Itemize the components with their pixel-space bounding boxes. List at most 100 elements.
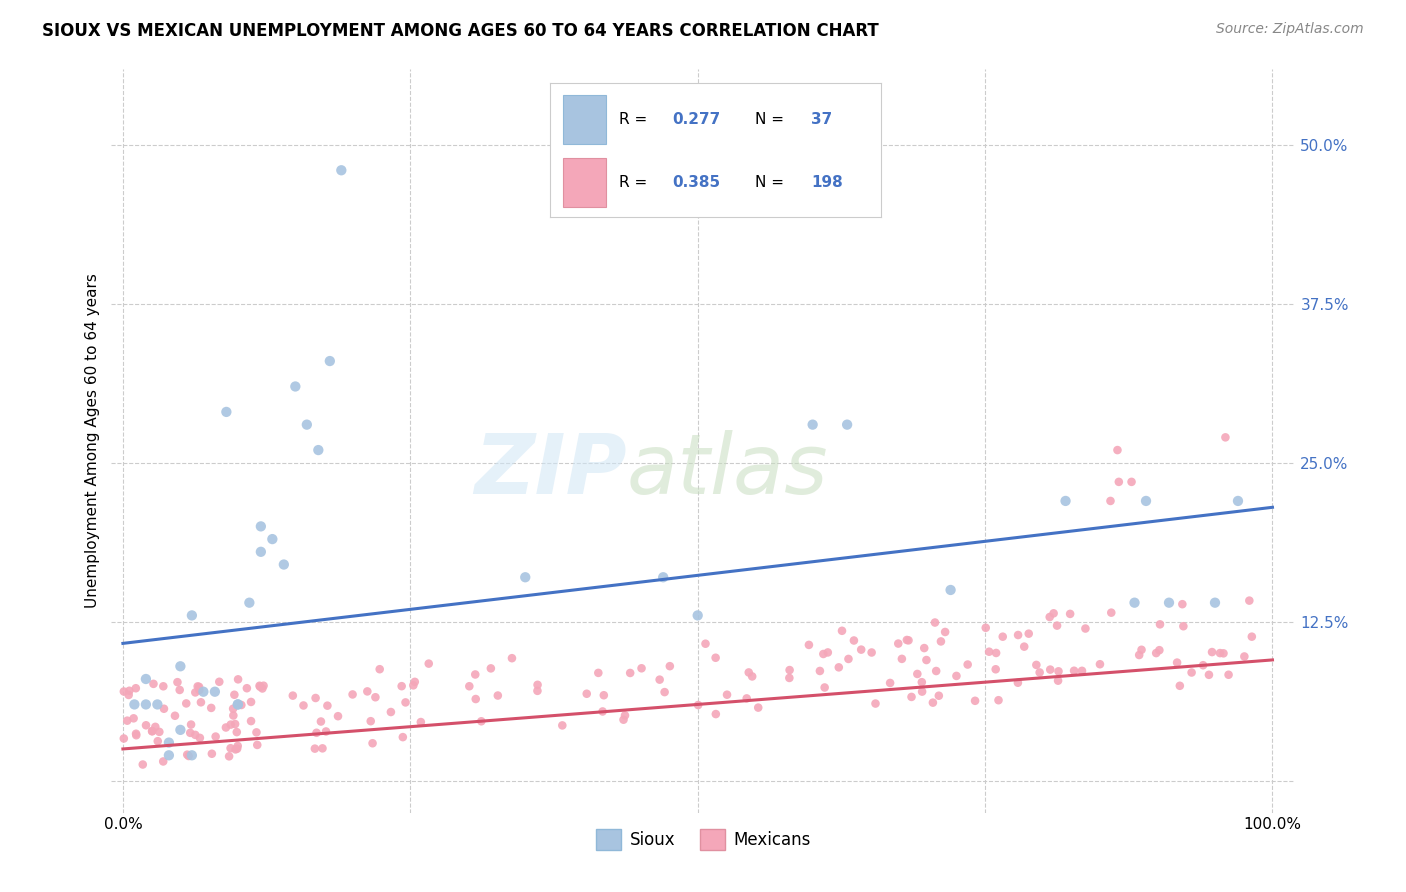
Point	[152, 755, 174, 769]
Point	[1121, 475, 1143, 489]
Point	[1071, 664, 1094, 678]
Point	[1233, 649, 1256, 664]
Point	[246, 738, 269, 752]
Point	[236, 681, 259, 696]
Point	[551, 718, 574, 732]
Point	[778, 671, 800, 685]
Point	[177, 749, 200, 764]
Point	[464, 692, 486, 706]
Point	[890, 652, 912, 666]
Point	[1042, 607, 1064, 621]
Point	[188, 680, 211, 694]
Point	[315, 724, 337, 739]
Point	[939, 582, 962, 597]
Point	[1088, 657, 1111, 672]
Point	[125, 727, 148, 741]
Point	[837, 652, 859, 666]
Point	[716, 688, 738, 702]
Point	[1181, 665, 1204, 680]
Point	[924, 615, 946, 630]
Point	[380, 705, 402, 719]
Point	[304, 741, 326, 756]
Point	[1039, 663, 1062, 677]
Point	[458, 679, 481, 693]
Point	[974, 621, 997, 635]
Point	[526, 678, 548, 692]
Point	[896, 632, 918, 647]
Text: Source: ZipAtlas.com: Source: ZipAtlas.com	[1216, 22, 1364, 37]
Point	[614, 708, 637, 723]
Point	[738, 665, 761, 680]
Point	[1039, 610, 1062, 624]
Point	[163, 708, 186, 723]
Point	[831, 624, 853, 638]
Point	[117, 714, 139, 728]
Point	[245, 725, 267, 739]
Point	[464, 667, 486, 681]
Point	[304, 691, 326, 706]
Point	[204, 684, 226, 698]
Point	[169, 659, 191, 673]
Point	[368, 662, 391, 676]
Point	[307, 443, 329, 458]
Point	[588, 665, 610, 680]
Point	[231, 698, 253, 712]
Point	[135, 672, 157, 686]
Point	[837, 417, 859, 432]
Point	[157, 735, 180, 749]
Point	[402, 678, 425, 692]
Point	[900, 690, 922, 704]
Point	[801, 417, 824, 432]
Point	[1046, 618, 1069, 632]
Text: atlas: atlas	[627, 430, 828, 511]
Point	[1018, 626, 1040, 640]
Point	[817, 645, 839, 659]
Point	[654, 685, 676, 699]
Point	[1123, 596, 1146, 610]
Y-axis label: Unemployment Among Ages 60 to 64 years: Unemployment Among Ages 60 to 64 years	[86, 273, 100, 608]
Point	[1166, 656, 1188, 670]
Point	[1047, 673, 1070, 688]
Point	[747, 700, 769, 714]
Point	[470, 714, 492, 729]
Point	[984, 646, 1007, 660]
Point	[922, 696, 945, 710]
Point	[184, 728, 207, 742]
Point	[977, 645, 1000, 659]
Point	[169, 723, 191, 737]
Point	[1215, 430, 1237, 444]
Point	[704, 707, 727, 722]
Point	[592, 688, 614, 702]
Point	[1028, 665, 1050, 680]
Point	[316, 698, 339, 713]
Point	[1007, 628, 1029, 642]
Point	[479, 661, 502, 675]
Point	[501, 651, 523, 665]
Point	[808, 664, 831, 678]
Point	[1063, 664, 1085, 678]
Point	[1059, 607, 1081, 621]
Point	[118, 683, 141, 698]
Point	[226, 698, 249, 712]
Point	[112, 684, 135, 698]
Text: SIOUX VS MEXICAN UNEMPLOYMENT AMONG AGES 60 TO 64 YEARS CORRELATION CHART: SIOUX VS MEXICAN UNEMPLOYMENT AMONG AGES…	[42, 22, 879, 40]
Point	[735, 691, 758, 706]
Point	[125, 728, 148, 742]
Point	[180, 608, 202, 623]
Point	[658, 659, 681, 673]
Point	[686, 608, 709, 623]
Point	[148, 724, 170, 739]
Point	[741, 669, 763, 683]
Point	[911, 675, 934, 690]
Point	[224, 717, 246, 731]
Point	[912, 641, 935, 656]
Point	[630, 661, 652, 675]
Point	[292, 698, 315, 713]
Point	[1054, 494, 1077, 508]
Point	[360, 714, 382, 728]
Legend: Sioux, Mexicans: Sioux, Mexicans	[589, 822, 817, 856]
Point	[142, 677, 165, 691]
Point	[797, 638, 820, 652]
Point	[851, 642, 873, 657]
Point	[575, 687, 598, 701]
